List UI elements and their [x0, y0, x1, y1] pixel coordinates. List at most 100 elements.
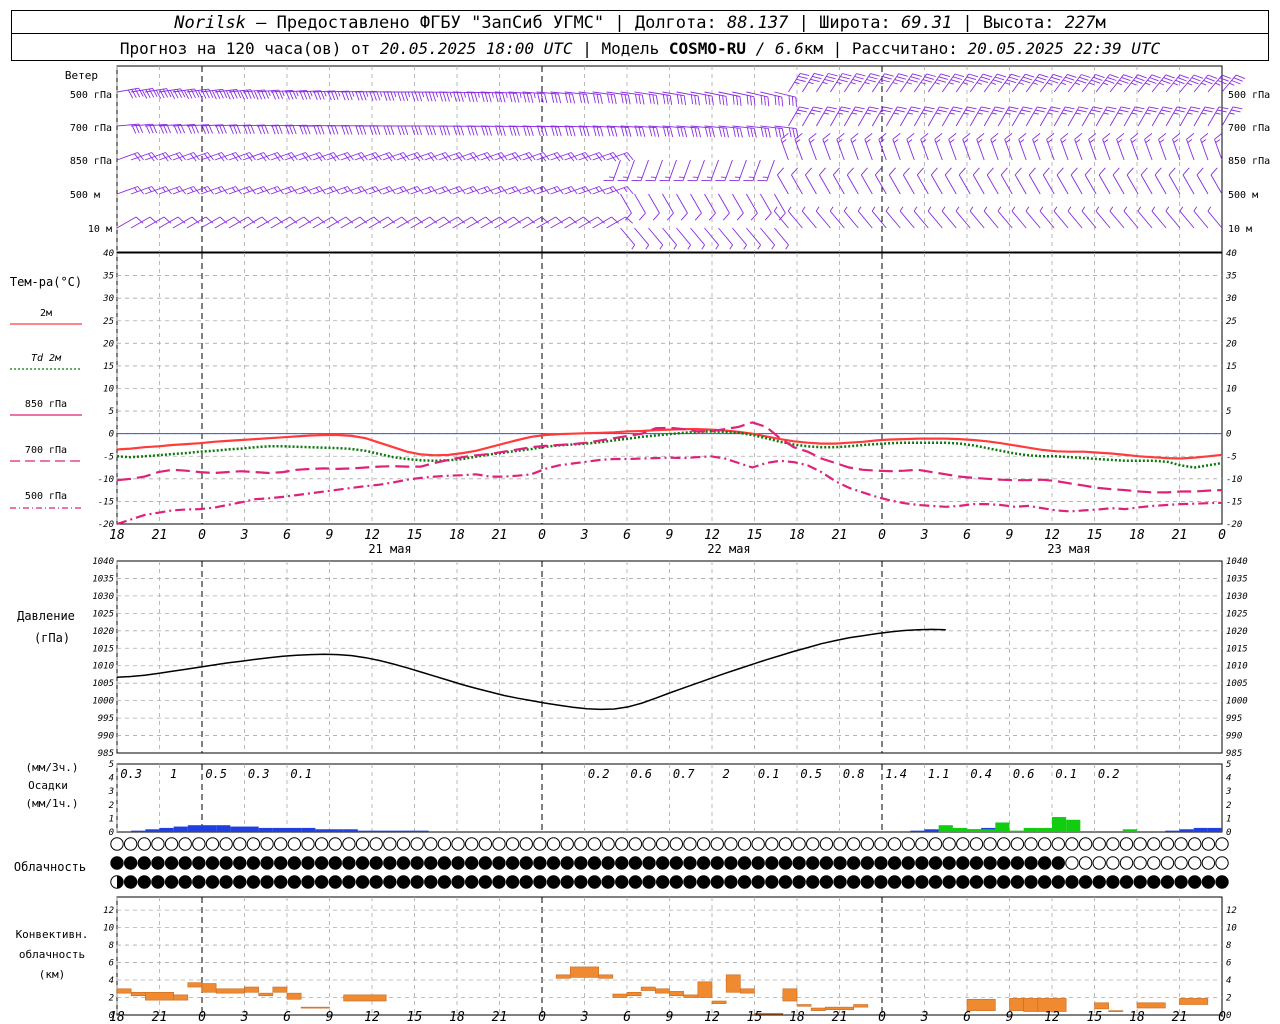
wind-barb: [732, 193, 744, 221]
wind-barb: [116, 186, 144, 195]
cloud-symbol: [1174, 875, 1188, 889]
cloud-symbol: [342, 856, 356, 870]
precip-3h-label: 2: [723, 767, 730, 781]
precip-3h-label: 0.1: [1055, 767, 1077, 781]
wind-barb: [466, 91, 492, 103]
cloud-symbol: [505, 875, 520, 889]
temp-ytick-right: 25: [1226, 317, 1237, 327]
wind-barb: [452, 91, 478, 103]
wind-barb: [494, 125, 520, 136]
wind-barb: [850, 133, 859, 161]
time-tick-label-bottom: 9: [666, 1010, 674, 1024]
pressure-ytick-left: 1025: [92, 609, 114, 619]
cloud-symbol: [287, 856, 302, 870]
wind-barb: [986, 167, 999, 195]
precip-unit-3h: (мм/3ч.): [26, 761, 79, 774]
conv-cloud-bar: [272, 986, 288, 993]
wind-barb: [787, 206, 803, 229]
conv-cloud-bar: [711, 1000, 727, 1004]
conv-cloud-bar: [683, 994, 699, 998]
time-tick-label-bottom: 15: [747, 1010, 763, 1024]
wind-barb: [270, 89, 297, 100]
wind-barb: [927, 106, 949, 127]
pressure-ytick-right: 1020: [1226, 627, 1248, 637]
cloud-symbol: [560, 875, 574, 889]
wind-barb: [857, 106, 879, 127]
wind-barb: [690, 193, 702, 221]
wind-barb: [214, 89, 242, 100]
time-tick-label-bottom: 18: [789, 1010, 805, 1024]
wind-barb: [284, 124, 311, 135]
wind-level-700hpa: 700 гПа: [70, 123, 112, 134]
time-tick-label-bottom: 21: [832, 1010, 848, 1024]
wind-barb: [941, 106, 963, 127]
temp-ytick-left: 25: [103, 317, 114, 327]
temp-series-2: [116, 421, 1223, 494]
precip-bar-rain: [1165, 830, 1180, 832]
temp-ytick-right: 10: [1226, 385, 1237, 395]
precip-bar-rain: [343, 829, 358, 832]
legend-t2m-label: 2м: [40, 308, 52, 319]
temp-ytick-right: 20: [1226, 339, 1237, 349]
wind-barb: [1193, 206, 1209, 229]
wind-barb: [1039, 106, 1061, 127]
wind-barb: [718, 125, 743, 138]
precip-3h-label: 0.2: [588, 767, 610, 781]
cloud-symbol: [478, 856, 493, 870]
wind-barb: [1144, 133, 1153, 161]
wind-barb: [1207, 106, 1229, 127]
precip-bar-rain: [173, 826, 188, 832]
cloud-symbol: [1201, 875, 1216, 889]
cloud-symbol: [260, 856, 274, 870]
time-tick-label-temp: 6: [963, 528, 971, 543]
cloud-symbol: [424, 875, 438, 889]
precip-3h-label: 0.6: [1013, 767, 1035, 781]
wind-barb: [760, 125, 785, 138]
wind-barb: [438, 216, 466, 229]
cloud-symbol: [655, 856, 670, 870]
wind-barb: [899, 73, 922, 93]
cloud-symbol: [696, 875, 711, 889]
wind-barb: [808, 133, 817, 161]
wind-barb: [990, 133, 999, 161]
wind-barb: [1179, 74, 1203, 93]
wind-barb: [1014, 167, 1027, 195]
wind-barb: [864, 133, 873, 161]
wind-barb: [773, 206, 789, 229]
precip-bar-conv: [1037, 827, 1052, 832]
time-tick-label-temp: 21: [832, 528, 848, 543]
cloud-symbol: [860, 856, 875, 870]
pressure-ytick-right: 1010: [1226, 662, 1248, 672]
cloud-symbol: [956, 875, 970, 889]
wind-barb: [888, 167, 901, 195]
wind-barb: [186, 124, 213, 134]
wind-barb: [186, 88, 214, 100]
cloud-symbol: [464, 837, 479, 851]
conv-cloud-bar: [187, 982, 203, 988]
wind-barb: [843, 106, 865, 127]
altitude-unit: м: [1095, 13, 1106, 33]
wind-barb: [857, 206, 873, 229]
cloud-symbol: [587, 875, 602, 889]
wind-barb: [172, 124, 199, 134]
cloud-symbol: [424, 856, 438, 870]
pressure-ytick-left: 1015: [92, 644, 114, 654]
time-tick-label-bottom: 21: [1172, 1010, 1188, 1024]
wind-barb: [1081, 74, 1105, 93]
wind-barb: [396, 125, 423, 136]
time-tick-label-bottom: 0: [878, 1010, 886, 1024]
wind-barb: [620, 193, 632, 221]
precip-bar-rain: [272, 827, 287, 832]
temp-ytick-left: 20: [103, 339, 114, 349]
cloud-symbol: [355, 875, 370, 889]
cloud-symbol: [151, 875, 165, 889]
precip-3h-label: 0.5: [205, 767, 227, 781]
cloud-symbol: [860, 837, 875, 851]
wind-barb: [578, 125, 604, 137]
cloud-symbol: [451, 837, 465, 851]
conv-cloud-bar: [796, 1004, 812, 1007]
precip-3h-label: 0.5: [800, 767, 822, 781]
cloud-symbol: [833, 856, 847, 870]
temp-ytick-right: 35: [1225, 272, 1237, 282]
wind-barb: [480, 91, 506, 103]
